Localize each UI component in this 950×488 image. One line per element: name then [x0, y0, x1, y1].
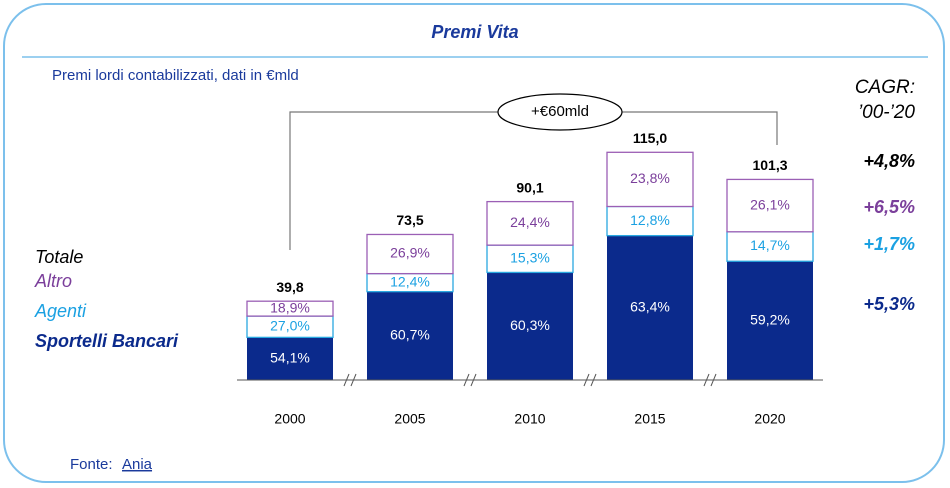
bar-segment: [366, 233, 454, 275]
chart-title: Premi Vita: [431, 22, 518, 42]
segment-label: 23,8%: [630, 170, 670, 186]
segment-label: 14,7%: [750, 237, 790, 253]
total-label: 73,5: [396, 212, 423, 228]
cagr-value: +6,5%: [863, 197, 915, 217]
total-label: 90,1: [516, 179, 543, 195]
annotation-ellipse: [497, 93, 623, 131]
legend-label: Totale: [35, 247, 83, 267]
bar-segment: [606, 205, 694, 237]
legend-label: Sportelli Bancari: [35, 331, 179, 351]
segment-label: 24,4%: [510, 214, 550, 230]
segment-label: 26,9%: [390, 245, 430, 261]
segment-label: 27,0%: [270, 317, 310, 333]
bar-segment: [726, 231, 814, 262]
cagr-title: CAGR:: [855, 77, 915, 98]
legend-label: Altro: [34, 271, 72, 291]
bar-segment: [247, 337, 333, 380]
source-name: Ania: [122, 456, 153, 473]
bar-segment: [486, 200, 574, 246]
bar-segment: [607, 235, 693, 380]
bar-segment: [486, 244, 574, 274]
bar-segment: [726, 178, 814, 233]
bar-segment: [367, 291, 453, 380]
segment-label: 54,1%: [270, 349, 310, 365]
total-label: 39,8: [276, 279, 303, 295]
frame: [3, 3, 945, 483]
x-tick-label: 2010: [514, 411, 545, 427]
total-label: 101,3: [752, 157, 787, 173]
segment-label: 60,3%: [510, 317, 550, 333]
cagr-period: ’00-’20: [858, 102, 915, 123]
segment-label: 26,1%: [750, 196, 790, 212]
legend-label: Agenti: [34, 301, 87, 321]
bar-segment: [487, 272, 573, 380]
cagr-value: +1,7%: [863, 234, 915, 254]
subtitle: Premi lordi contabilizzati, dati in €mld: [52, 67, 299, 84]
segment-label: 18,9%: [270, 299, 310, 315]
segment-label: 15,3%: [510, 249, 550, 265]
segment-label: 63,4%: [630, 299, 670, 315]
segment-label: 12,4%: [390, 273, 430, 289]
segment-label: 60,7%: [390, 327, 430, 343]
cagr-value: +4,8%: [863, 151, 915, 171]
bar-segment: [727, 261, 813, 380]
x-tick-label: 2015: [634, 411, 665, 427]
cagr-value: +5,3%: [863, 294, 915, 314]
source-label: Fonte:: [70, 456, 113, 473]
bar-segment: [606, 151, 694, 208]
total-label: 115,0: [633, 130, 667, 146]
x-tick-label: 2020: [754, 411, 785, 427]
x-tick-label: 2000: [274, 411, 305, 427]
annotation: +€60mld: [531, 103, 589, 120]
segment-label: 59,2%: [750, 311, 790, 327]
bar-segment: [246, 300, 334, 317]
segment-label: 12,8%: [630, 212, 670, 228]
x-tick-label: 2005: [394, 411, 425, 427]
